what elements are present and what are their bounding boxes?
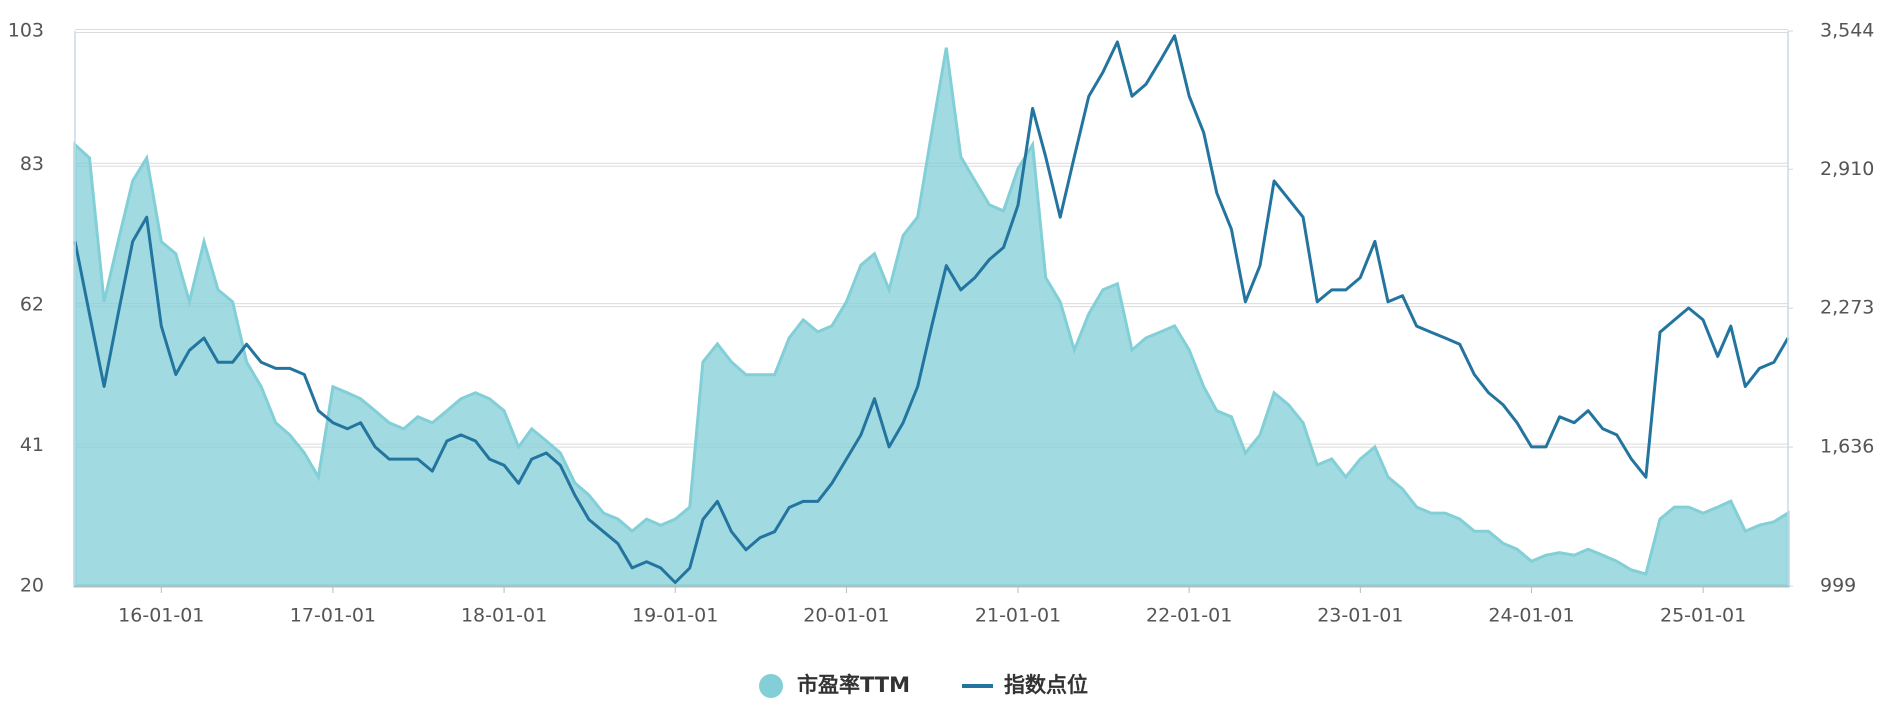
y2-tick-label: 1,636 [1820,436,1874,458]
x-tick-label: 18-01-01 [461,605,547,627]
y-tick-label: 62 [20,294,44,316]
legend-label: 市盈率TTM [797,673,910,697]
x-tick-label: 16-01-01 [118,605,204,627]
y-tick-label: 20 [20,575,44,597]
y2-tick-label: 2,910 [1820,158,1874,180]
x-tick-label: 22-01-01 [1146,605,1232,627]
x-tick-label: 25-01-01 [1660,605,1746,627]
x-tick-label: 19-01-01 [632,605,718,627]
x-tick-label: 21-01-01 [975,605,1061,627]
y-tick-label: 41 [20,434,44,456]
y2-tick-label: 3,544 [1820,20,1874,42]
area [73,47,1790,588]
legend-label: 指数点位 [1004,673,1088,697]
x-tick-label: 20-01-01 [803,605,889,627]
y-tick-label: 83 [20,153,44,175]
legend-swatch [759,674,783,698]
y-tick-label: 103 [8,20,44,42]
y2-tick-label: 999 [1820,575,1856,597]
x-tick-label: 24-01-01 [1488,605,1574,627]
x-tick-label: 17-01-01 [290,605,376,627]
x-tick-label: 23-01-01 [1317,605,1403,627]
line [73,34,1790,584]
y2-tick-label: 2,273 [1820,297,1874,319]
